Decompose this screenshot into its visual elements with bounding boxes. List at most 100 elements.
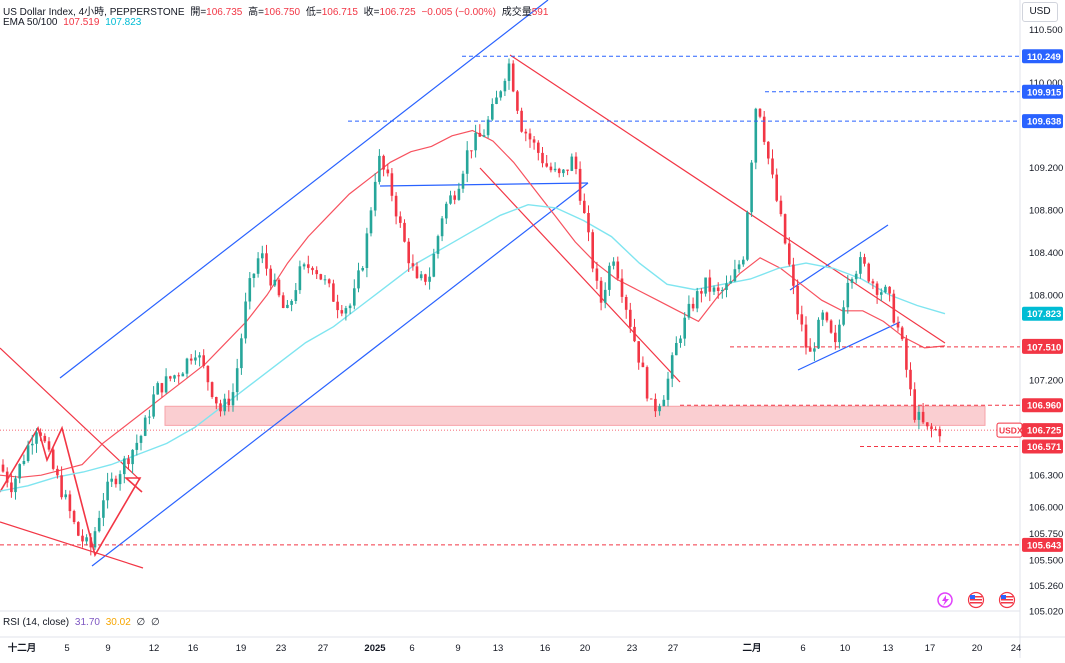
symbol-tag[interactable]: USDX <box>996 422 1023 438</box>
candle-body <box>537 142 540 153</box>
candle-body <box>302 264 306 267</box>
ema-legend[interactable]: EMA 50/100 107.519 107.823 <box>3 17 144 28</box>
candle-body <box>131 449 134 465</box>
up-channel-lower-ext[interactable] <box>379 182 589 187</box>
currency-button[interactable]: USD <box>1022 2 1058 22</box>
price-tag[interactable]: 106.725 <box>1022 423 1063 438</box>
candle-body <box>562 169 565 174</box>
flag-channel-upper[interactable] <box>789 224 889 291</box>
candle-body <box>51 449 55 469</box>
candle <box>440 216 444 242</box>
candle-body <box>629 309 632 327</box>
support-zone[interactable] <box>164 405 986 426</box>
candle <box>478 124 482 137</box>
candle-body <box>666 378 670 400</box>
candle-body <box>169 376 172 379</box>
y-tick-label: 110.500 <box>1029 25 1063 36</box>
candle-body <box>47 441 51 450</box>
candle <box>838 319 841 349</box>
candle-body <box>415 266 419 279</box>
lightning-icon[interactable] <box>937 592 953 608</box>
price-tag[interactable]: 110.249 <box>1022 49 1063 64</box>
flag-channel-lower[interactable] <box>797 321 901 371</box>
price-tag-bg <box>1022 423 1063 438</box>
y-tick-label: 108.800 <box>1029 206 1063 217</box>
candle <box>269 265 272 290</box>
candle-body <box>779 200 783 215</box>
candle <box>520 107 523 133</box>
left-channel-upper[interactable] <box>0 347 141 481</box>
candle <box>825 311 829 323</box>
price-tag[interactable]: 107.510 <box>1022 339 1063 354</box>
candle <box>495 90 498 105</box>
price-tag[interactable]: 105.643 <box>1022 537 1063 552</box>
us-flag-icon[interactable] <box>967 591 985 609</box>
candle-body <box>261 253 264 259</box>
candle-body <box>649 398 653 400</box>
candle <box>511 60 515 93</box>
up-channel-lower[interactable] <box>91 182 589 567</box>
x-tick-label: 9 <box>105 643 110 654</box>
candle-body <box>361 268 364 271</box>
candle <box>562 169 565 177</box>
ema100-line <box>0 203 946 492</box>
down-channel-lower[interactable] <box>479 167 681 383</box>
candle-body <box>173 375 176 379</box>
price-tag-bg <box>1022 114 1063 129</box>
candle <box>767 141 770 165</box>
candle <box>353 279 356 310</box>
candle <box>5 467 9 488</box>
x-tick-label: 23 <box>627 643 638 654</box>
candle <box>900 325 904 341</box>
candle <box>821 309 824 327</box>
candle <box>771 149 774 179</box>
candle <box>859 251 862 279</box>
candle-body <box>357 270 360 289</box>
candle-body <box>771 158 774 175</box>
candle <box>700 288 703 303</box>
change-value: −0.005 (−0.00%) <box>421 7 496 18</box>
y-tick-label: 108.000 <box>1029 290 1063 301</box>
candle-body <box>43 435 47 442</box>
candle <box>649 398 653 400</box>
price-tag[interactable]: 109.915 <box>1022 84 1063 99</box>
rsi-legend[interactable]: RSI (14, close) 31.70 30.02 ∅ ∅ <box>3 617 163 628</box>
candle <box>160 382 164 398</box>
candle-body <box>545 163 548 167</box>
candle <box>231 383 235 412</box>
symbol-title[interactable]: US Dollar Index, 4小時, PEPPERSTONE <box>3 7 185 18</box>
candle <box>311 266 314 275</box>
price-tag[interactable]: 106.960 <box>1022 398 1063 413</box>
candle-body <box>808 347 812 352</box>
price-tag[interactable]: 109.638 <box>1022 114 1063 129</box>
candle-body <box>436 236 440 254</box>
ema50-line <box>0 129 946 478</box>
candle-body <box>503 80 507 92</box>
candle-body <box>223 398 226 412</box>
candle <box>453 190 456 205</box>
us-flag-icon[interactable] <box>998 591 1016 609</box>
price-tag[interactable]: 106.571 <box>1022 439 1063 454</box>
candle-body <box>725 283 728 290</box>
up-channel-upper[interactable] <box>59 0 549 379</box>
candle-body <box>834 332 837 343</box>
price-tag[interactable]: 107.823 <box>1022 306 1063 321</box>
candle <box>89 533 93 556</box>
candle-body <box>281 295 285 308</box>
candle <box>871 278 875 290</box>
candle <box>938 426 942 443</box>
candle <box>750 160 753 217</box>
candle <box>867 262 870 283</box>
candle <box>64 489 67 500</box>
down-channel-upper[interactable] <box>509 54 946 344</box>
symbol-tag-bg <box>996 422 1023 438</box>
candle <box>813 342 816 361</box>
candle <box>407 238 410 272</box>
candle <box>516 90 519 114</box>
x-tick-label: 19 <box>236 643 247 654</box>
candle-body <box>704 277 707 294</box>
y-tick-label: 107.200 <box>1029 375 1063 386</box>
candle-body <box>235 368 239 393</box>
